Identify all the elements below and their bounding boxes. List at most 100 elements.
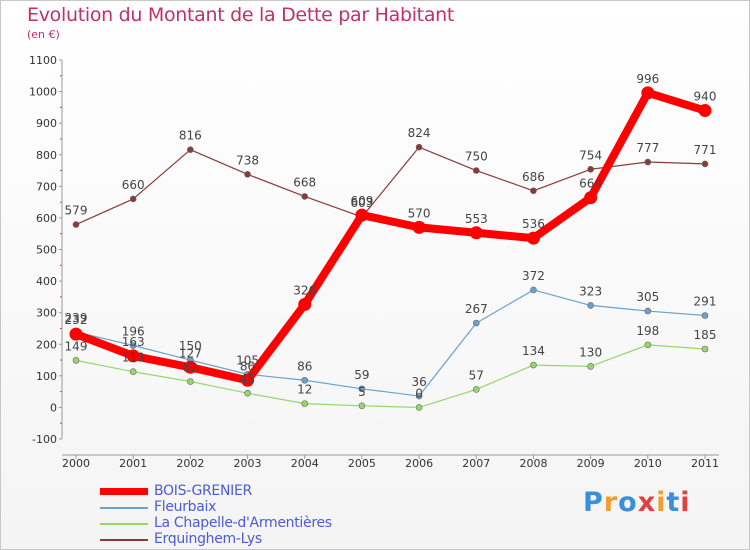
data-label: 777 (636, 141, 659, 155)
data-label: 239 (65, 311, 88, 325)
y-tick-label: 0 (50, 401, 57, 414)
x-tick-label: 2007 (462, 457, 490, 470)
data-point (701, 160, 709, 168)
data-label: 163 (122, 335, 145, 349)
x-tick-label: 2008 (519, 457, 547, 470)
data-point (412, 220, 426, 234)
data-label: 668 (293, 175, 316, 189)
legend-label-la-chapelle: La Chapelle-d'Armentières (154, 515, 332, 531)
data-point (358, 385, 366, 393)
data-point (584, 191, 598, 205)
series-line-2 (75, 344, 706, 409)
brand-letter: P (583, 487, 604, 518)
data-point (183, 360, 197, 374)
y-tick-label: 700 (36, 180, 57, 193)
data-label: 86 (297, 359, 312, 373)
data-label: 82 (183, 361, 198, 375)
y-tick-label: 600 (36, 212, 57, 225)
data-label: 750 (465, 150, 488, 164)
y-tick-label: 900 (36, 117, 57, 130)
data-label: 150 (179, 339, 202, 353)
data-label: 771 (694, 143, 717, 157)
data-label: 570 (408, 206, 431, 220)
legend-label-erquinghem: Erquinghem-Lys (154, 531, 262, 547)
brand-logo: Proxiti (583, 487, 691, 518)
data-point (587, 165, 594, 173)
data-label: 196 (122, 325, 145, 339)
y-tick-label: 200 (36, 338, 57, 351)
data-point (129, 195, 137, 203)
data-label: 57 (469, 368, 484, 382)
y-tick-label: 400 (36, 275, 57, 288)
data-point (415, 404, 423, 411)
data-point (526, 231, 540, 245)
brand-letter: x (637, 487, 657, 518)
data-label: 686 (522, 170, 545, 184)
y-tick-label: 500 (36, 244, 57, 257)
y-tick-label: 800 (36, 149, 57, 162)
brand-letter: i (680, 487, 691, 518)
data-label: 45 (240, 372, 255, 386)
x-tick-label: 2006 (405, 457, 433, 470)
data-point (301, 376, 309, 384)
data-label: 579 (65, 204, 88, 218)
data-point (301, 193, 309, 200)
chart-subtitle: (en €) (27, 28, 60, 41)
data-point (698, 104, 712, 118)
data-label: 603 (350, 196, 373, 210)
data-point (701, 345, 709, 353)
legend-swatch-la-chapelle (100, 523, 148, 525)
y-tick-label: 1100 (29, 54, 57, 67)
data-point (644, 158, 652, 166)
brand-letter: r (603, 487, 619, 518)
chart-title: Evolution du Montant de la Dette par Hab… (27, 4, 455, 26)
data-label: 134 (522, 344, 545, 358)
data-point (298, 297, 312, 311)
data-label: 185 (694, 328, 717, 342)
data-point (244, 389, 251, 397)
data-point (644, 307, 652, 315)
data-label: 267 (465, 302, 488, 316)
data-point (644, 341, 652, 349)
series-line-0 (72, 88, 709, 385)
data-point (415, 392, 423, 400)
y-tick-label: 300 (36, 307, 57, 320)
data-label: 372 (522, 269, 545, 283)
data-point (641, 86, 655, 100)
x-tick-label: 2000 (62, 457, 90, 470)
data-point (472, 167, 480, 174)
data-point (69, 327, 83, 341)
data-label: 996 (636, 72, 659, 86)
data-label: 36 (411, 375, 426, 389)
data-label: 12 (297, 383, 312, 397)
data-label: 59 (354, 368, 369, 382)
data-point (126, 349, 140, 363)
data-label: 113 (122, 351, 145, 365)
data-label: 127 (179, 346, 202, 360)
brand-letter: o (618, 487, 638, 518)
brand-letter: t (666, 487, 681, 518)
data-label: 105 (236, 353, 259, 367)
data-label: 86 (240, 359, 255, 373)
x-tick-label: 2002 (176, 457, 204, 470)
data-point (244, 171, 251, 178)
data-label: 326 (293, 283, 316, 297)
x-tick-label: 2009 (577, 457, 605, 470)
data-point (530, 187, 537, 195)
data-point (187, 146, 194, 153)
data-point (587, 363, 594, 370)
x-tick-label: 2003 (234, 457, 262, 470)
legend-swatch-erquinghem (100, 539, 148, 541)
series-lines (69, 86, 712, 411)
data-point (587, 302, 594, 309)
legend-label-fleurbaix: Fleurbaix (154, 499, 217, 515)
data-label: 536 (522, 217, 545, 231)
data-label: 816 (179, 129, 202, 143)
y-tick-label: -100 (32, 433, 57, 446)
legend-swatch-bois-grenier (100, 488, 148, 495)
data-point (472, 319, 480, 327)
data-label: 738 (236, 153, 259, 167)
axes: -100 0 100 200 300 400 500 600 700 800 900 1000 1100… (29, 54, 719, 470)
brand-letter: i (656, 487, 667, 518)
